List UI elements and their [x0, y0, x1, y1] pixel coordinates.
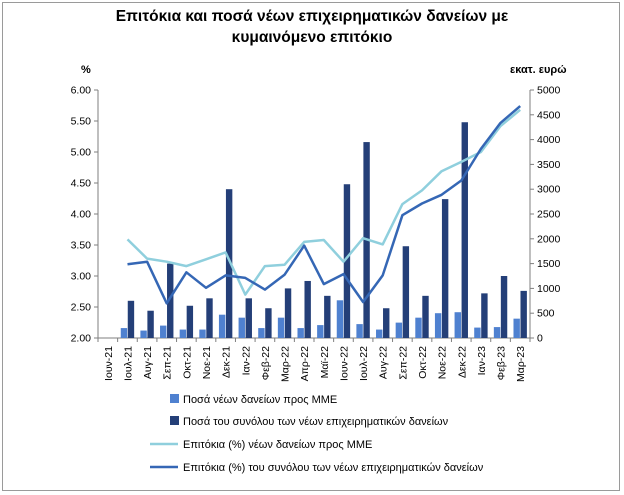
y-right-tick-label: 500 — [537, 308, 555, 320]
chart-title: Επιτόκια και ποσά νέων επιχειρηματικών δ… — [115, 8, 509, 46]
bar-total-amount — [500, 276, 508, 338]
y-left-tick-label: 6.00 — [71, 85, 92, 97]
bar-total-amount — [402, 246, 410, 338]
bar-sme-amount — [218, 314, 226, 338]
x-tick-label: Ιαν-22 — [240, 346, 252, 376]
bar-sme-amount — [395, 322, 403, 338]
y-right-tick-label: 0 — [537, 333, 543, 345]
x-tick-label: Νοε-21 — [201, 346, 213, 379]
bar-sme-amount — [415, 317, 422, 338]
y-right-tick-label: 5000 — [537, 85, 561, 97]
x-tick-label: Ιουλ-22 — [358, 346, 370, 381]
bar-total-amount — [245, 298, 252, 338]
x-tick-label: Νοε-22 — [437, 346, 449, 379]
y-right-tick-label: 2500 — [537, 209, 561, 221]
bar-total-amount — [520, 290, 527, 338]
y-right-tick-label: 4500 — [537, 109, 561, 121]
bar-sme-amount — [474, 327, 481, 338]
bar-sme-amount — [513, 318, 520, 338]
line-total-rate — [127, 105, 522, 305]
bar-sme-amount — [356, 324, 363, 338]
x-tick-label: Μαϊ-22 — [319, 346, 331, 378]
bar-total-amount — [265, 308, 272, 338]
legend-label: Ποσά του συνόλου των νέων επιχειρηματικώ… — [183, 416, 449, 428]
bar-sme-amount — [199, 329, 206, 338]
x-tick-label: Ιουλ-21 — [122, 346, 134, 381]
y-right-tick-label: 2000 — [537, 233, 561, 245]
chart-frame — [2, 2, 620, 491]
y-left-tick-label: 2.50 — [71, 302, 92, 314]
y-left-unit: % — [81, 64, 91, 76]
y-right-tick-label: 1000 — [537, 283, 561, 295]
bar-total-amount — [461, 122, 468, 339]
y-left-tick-label: 4.00 — [71, 209, 92, 221]
bar-total-amount — [304, 280, 311, 338]
legend-label: Ποσά νέων δανείων προς ΜΜΕ — [183, 394, 337, 406]
x-tick-label: Δεκ-21 — [221, 346, 233, 378]
bar-sme-amount — [297, 328, 304, 338]
y-left-tick-label: 5.50 — [71, 116, 92, 128]
y-right-tick-label: 3000 — [537, 184, 561, 196]
bar-sme-amount — [258, 328, 265, 338]
x-tick-label: Σεπ-21 — [162, 346, 174, 380]
bar-sme-amount — [238, 317, 245, 338]
x-tick-label: Οκτ-21 — [181, 346, 193, 379]
x-tick-label: Φεβ-23 — [496, 346, 508, 380]
y-left-tick-label: 5.00 — [71, 147, 92, 159]
bar-total-amount — [225, 189, 233, 338]
x-tick-label: Ιουν-21 — [103, 346, 115, 381]
bar-total-amount — [324, 295, 331, 338]
x-tick-label: Σεπ-22 — [397, 346, 409, 380]
bar-sme-amount — [454, 312, 461, 338]
bar-total-amount — [422, 295, 429, 338]
x-tick-label: Αυγ-22 — [378, 346, 390, 379]
bar-total-amount — [167, 263, 174, 338]
bar-sme-amount — [277, 317, 285, 338]
bar-sme-amount — [376, 329, 383, 338]
bar-sme-amount — [179, 329, 187, 338]
line-sme-rate — [126, 108, 521, 296]
bar-total-amount — [481, 293, 488, 338]
bar-sme-amount — [120, 328, 128, 338]
bar-sme-amount — [434, 313, 442, 338]
bar-sme-amount — [336, 300, 344, 338]
bar-sme-amount — [140, 330, 147, 338]
bar-total-amount — [206, 298, 213, 338]
bar-total-amount — [186, 305, 194, 338]
bar-total-amount — [284, 288, 292, 338]
y-right-tick-label: 4000 — [537, 134, 561, 146]
y-left-tick-label: 3.00 — [71, 271, 92, 283]
bar-total-amount — [343, 184, 351, 338]
x-tick-label: Οκτ-22 — [417, 346, 429, 379]
y-right-unit: εκατ. ευρώ — [510, 64, 567, 76]
legend-swatch-sme-amount — [170, 394, 179, 403]
legend-label: Επιτόκια (%) νέων δανείων προς ΜΜΕ — [183, 439, 372, 451]
y-left-tick-label: 3.50 — [71, 240, 92, 252]
x-tick-label: Μαρ-22 — [280, 346, 292, 382]
x-tick-label: Φεβ-22 — [260, 346, 272, 380]
x-tick-label: Απρ-22 — [299, 346, 311, 382]
bar-total-amount — [383, 308, 390, 338]
y-left-tick-label: 4.50 — [71, 178, 92, 190]
bar-total-amount — [127, 300, 135, 338]
x-tick-label: Ιουν-22 — [338, 346, 350, 381]
x-tick-label: Αυγ-21 — [142, 346, 154, 379]
bar-total-amount — [147, 310, 154, 338]
bar-sme-amount — [493, 327, 501, 338]
bar-total-amount — [441, 199, 449, 338]
x-tick-label: Δεκ-22 — [456, 346, 468, 378]
x-tick-label: Ιαν-23 — [476, 346, 488, 376]
x-tick-label: Μαρ-23 — [515, 346, 527, 382]
legend-label: Επιτόκια (%) του συνόλου των νέων επιχει… — [183, 462, 484, 474]
y-right-tick-label: 1500 — [537, 258, 561, 270]
bar-sme-amount — [317, 325, 324, 338]
y-right-tick-label: 3500 — [537, 159, 561, 171]
y-left-tick-label: 2.00 — [71, 333, 92, 345]
legend-swatch-total-amount — [170, 416, 179, 425]
bar-sme-amount — [160, 325, 167, 338]
